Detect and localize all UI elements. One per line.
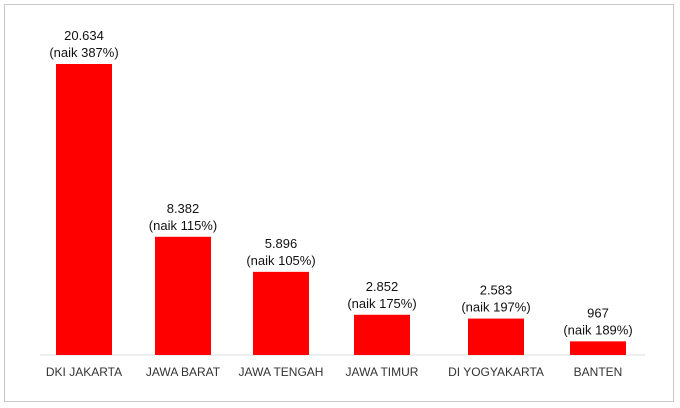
value-label: 967 <box>587 305 609 320</box>
category-label: BANTEN <box>574 365 623 379</box>
category-label: JAWA BARAT <box>146 365 221 379</box>
bar-di-yogyakarta <box>468 318 524 355</box>
change-label: (naik 189%) <box>563 322 632 337</box>
value-label: 5.896 <box>265 236 298 251</box>
value-label: 8.382 <box>167 201 200 216</box>
bar-jawa-timur <box>354 314 410 355</box>
bar-jawa-tengah <box>253 271 309 355</box>
chart-frame <box>4 4 674 402</box>
change-label: (naik 115%) <box>149 218 217 233</box>
category-label: JAWA TENGAH <box>239 365 324 379</box>
value-label: 2.583 <box>480 283 513 298</box>
change-label: (naik 197%) <box>461 300 530 315</box>
category-label: JAWA TIMUR <box>346 365 419 379</box>
bar-dki-jakarta <box>56 64 112 355</box>
category-label: DI YOGYAKARTA <box>448 365 544 379</box>
change-label: (naik 105%) <box>246 253 315 268</box>
bar-jawa-barat <box>155 236 211 355</box>
value-label: 2.852 <box>366 279 399 294</box>
bar-banten <box>570 341 626 355</box>
change-label: (naik 175%) <box>347 296 416 311</box>
value-label: 20.634 <box>64 28 104 43</box>
change-label: (naik 387%) <box>49 45 118 60</box>
category-label: DKI JAKARTA <box>46 365 122 379</box>
